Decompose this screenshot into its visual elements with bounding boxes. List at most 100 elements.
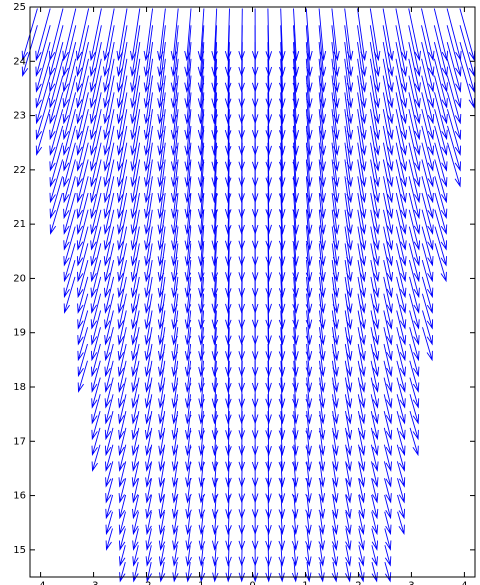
field-arrow bbox=[357, 276, 366, 314]
field-arrow bbox=[131, 427, 140, 457]
field-arrow bbox=[185, 511, 192, 536]
field-arrow bbox=[332, 394, 339, 425]
field-arrow bbox=[383, 243, 394, 283]
field-arrow bbox=[184, 276, 192, 314]
field-arrow bbox=[89, 92, 102, 141]
field-arrow bbox=[421, 125, 434, 172]
field-arrow bbox=[357, 343, 366, 378]
field-arrow bbox=[395, 159, 407, 204]
field-arrow bbox=[318, 243, 326, 283]
field-arrow bbox=[224, 226, 232, 267]
field-arrow bbox=[265, 478, 272, 504]
field-arrow bbox=[158, 545, 166, 567]
field-arrow bbox=[382, 42, 394, 93]
field-arrow bbox=[118, 377, 127, 409]
field-arrow bbox=[357, 226, 367, 267]
field-arrow bbox=[396, 243, 407, 283]
field-arrow bbox=[409, 360, 420, 393]
field-arrow bbox=[384, 511, 392, 536]
field-arrow bbox=[318, 276, 326, 314]
field-arrow bbox=[344, 293, 353, 330]
field-arrow bbox=[76, 92, 89, 141]
field-arrow bbox=[358, 545, 365, 567]
field-arrow bbox=[211, 327, 219, 362]
field-arrow bbox=[395, 42, 408, 93]
field-arrow bbox=[345, 511, 352, 536]
field-arrow bbox=[292, 377, 299, 409]
field-arrow bbox=[117, 209, 128, 251]
field-arrow bbox=[119, 545, 126, 567]
field-arrow bbox=[446, 41, 462, 93]
field-arrow bbox=[145, 494, 152, 520]
field-arrow bbox=[305, 411, 312, 441]
field-arrow bbox=[384, 561, 392, 583]
field-arrow bbox=[318, 109, 327, 156]
field-arrow bbox=[157, 276, 166, 314]
field-arrow bbox=[265, 562, 272, 583]
field-arrow bbox=[384, 494, 392, 520]
field-arrow bbox=[370, 327, 380, 362]
field-arrow bbox=[89, 109, 102, 156]
field-arrow bbox=[132, 494, 139, 520]
field-arrow bbox=[144, 360, 153, 393]
field-arrow bbox=[211, 75, 218, 125]
field-arrow bbox=[130, 176, 140, 220]
field-arrow bbox=[305, 360, 313, 393]
field-arrow bbox=[396, 360, 406, 393]
field-arrow bbox=[171, 461, 179, 488]
field-arrow bbox=[211, 92, 218, 141]
field-arrow bbox=[224, 58, 232, 109]
field-arrow bbox=[305, 427, 312, 457]
field-arrow bbox=[357, 176, 367, 220]
field-arrow bbox=[383, 226, 394, 267]
field-arrow bbox=[434, 226, 447, 267]
field-arrow bbox=[144, 327, 153, 362]
field-arrow bbox=[265, 444, 272, 472]
field-arrow bbox=[131, 394, 140, 425]
field-arrow bbox=[292, 58, 300, 109]
field-arrow bbox=[358, 562, 365, 583]
x-tick-label: 1 bbox=[302, 580, 308, 585]
field-arrow bbox=[344, 276, 353, 314]
field-arrow bbox=[421, 8, 435, 62]
field-arrow bbox=[144, 310, 153, 346]
field-arrow bbox=[76, 176, 89, 220]
field-arrow bbox=[370, 176, 380, 220]
field-arrow bbox=[370, 159, 380, 204]
field-arrow bbox=[131, 411, 140, 441]
field-arrow bbox=[357, 310, 366, 346]
field-arrow bbox=[117, 276, 127, 314]
field-arrow bbox=[292, 8, 300, 62]
field-arrow bbox=[131, 343, 140, 378]
field-arrow bbox=[130, 159, 141, 204]
field-arrow bbox=[76, 25, 90, 78]
field-arrow bbox=[278, 427, 286, 457]
field-arrow bbox=[331, 243, 340, 283]
field-arrow bbox=[331, 360, 339, 393]
field-arrow bbox=[292, 42, 300, 93]
field-arrow bbox=[104, 394, 114, 425]
field-arrow bbox=[91, 343, 101, 378]
field-arrow bbox=[331, 545, 339, 567]
field-arrow bbox=[278, 478, 286, 504]
field-arrow bbox=[35, 25, 51, 77]
field-arrow bbox=[331, 25, 340, 78]
field-arrow bbox=[158, 327, 166, 362]
field-arrow bbox=[103, 42, 115, 93]
y-tick-label: 21 bbox=[13, 219, 26, 230]
field-arrow bbox=[131, 444, 140, 472]
field-arrow bbox=[370, 427, 379, 457]
field-arrow bbox=[198, 394, 205, 425]
field-arrow bbox=[409, 427, 419, 457]
field-arrow bbox=[395, 92, 408, 141]
field-arrow bbox=[421, 276, 434, 314]
field-arrow bbox=[184, 343, 192, 378]
field-arrow bbox=[105, 444, 114, 472]
field-arrow bbox=[278, 394, 286, 425]
field-arrow bbox=[331, 8, 340, 62]
field-arrow bbox=[265, 8, 273, 62]
field-arrow bbox=[408, 159, 421, 204]
field-arrow bbox=[158, 494, 166, 520]
field-arrow bbox=[421, 75, 435, 125]
field-arrow bbox=[132, 528, 139, 551]
